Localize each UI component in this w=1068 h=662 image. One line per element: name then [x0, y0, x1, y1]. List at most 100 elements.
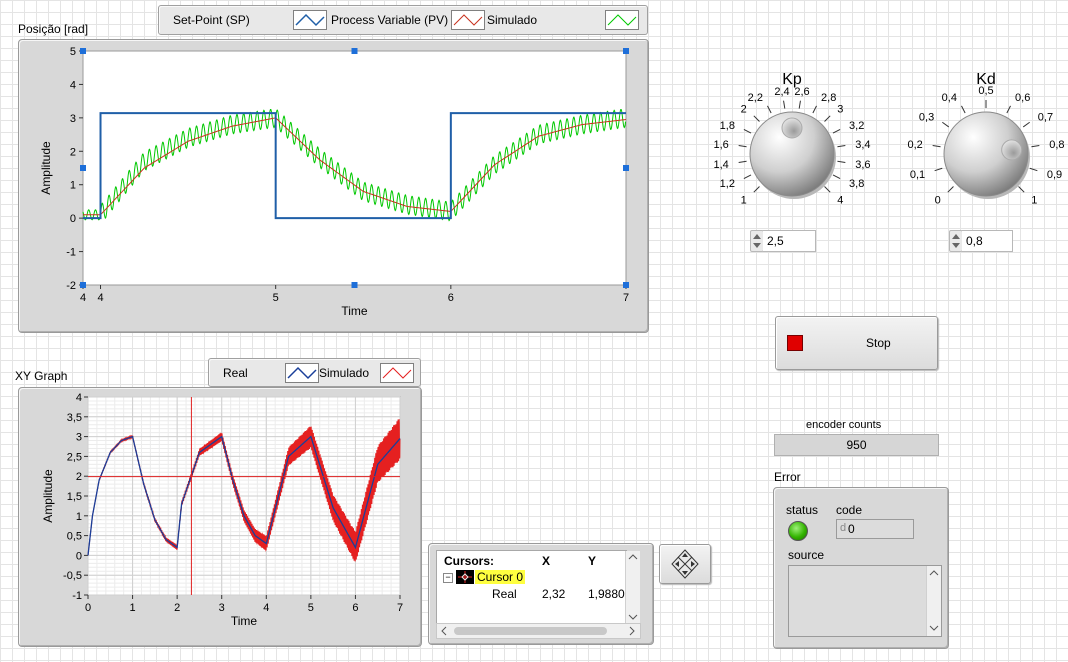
kp-knob-tick [832, 129, 841, 134]
kd-knob-title: Kd [976, 71, 996, 88]
xy-x-tick-label: 2 [174, 602, 180, 614]
kd-knob-tick-label: 0 [935, 194, 941, 206]
error-code-value: 0 [848, 522, 855, 536]
resize-handle-icon [623, 48, 629, 54]
kp-knob-tick [812, 105, 817, 114]
resize-handle-icon [80, 48, 86, 54]
kp-knob-tick-label: 1,6 [713, 139, 728, 151]
legend-simulado-line-icon [382, 367, 412, 379]
legend-real-swatch[interactable] [285, 363, 319, 383]
cursor-y-value[interactable]: 1,98804 [588, 587, 632, 601]
cursor-mover-diamond-icon [671, 549, 699, 579]
xy-y-tick-label: 0 [76, 550, 82, 562]
cursor-0-name[interactable]: Cursor 0 [475, 570, 526, 584]
cursors-col-x: X [542, 554, 551, 568]
expand-collapse-icon[interactable]: − [443, 573, 453, 583]
sp-series-line [83, 112, 626, 220]
cursor-x-value[interactable]: 2,32 [542, 587, 566, 601]
xy-y-tick-label: 1 [76, 511, 82, 523]
legend-simulado-swatch[interactable] [380, 363, 414, 383]
kp-increment-arrows[interactable] [750, 230, 764, 252]
cursor-table[interactable]: Cursors: X Y − Cursor 0 Real 2,32 1,9880… [436, 550, 631, 625]
error-status-label: status [786, 503, 819, 517]
kp-knob-tick-label: 3,8 [849, 178, 864, 190]
encoder-label: encoder counts [806, 419, 882, 431]
xy-y-tick-label: 3,5 [67, 412, 82, 424]
top-y-tick-label: -2 [66, 280, 76, 292]
kp-knob-tick-label: 1,4 [713, 159, 728, 171]
error-code-field: d 0 [836, 519, 914, 539]
sim-series-line [83, 117, 627, 216]
kp-knob-tick [738, 160, 747, 163]
legend-sim-label: Simulado [487, 13, 538, 27]
kd-numeric-input[interactable]: 0,8 [962, 230, 1013, 252]
xy-x-tick-label: 4 [263, 602, 269, 614]
stop-led-icon [787, 335, 803, 351]
legend-sp-swatch[interactable] [293, 10, 327, 30]
cursors-header: Cursors: [444, 554, 495, 568]
kd-knob-tick [942, 121, 950, 128]
kd-knob-body [943, 111, 1029, 197]
resize-handle-icon [623, 282, 629, 288]
xy-graph-legend[interactable]: Real Simulado [208, 358, 421, 387]
source-scrollbar[interactable] [926, 566, 941, 636]
kd-knob-tick-label: 0,2 [907, 139, 922, 151]
spin-arrows-icon [952, 234, 960, 248]
legend-pv-swatch[interactable] [451, 10, 485, 30]
xy-graph-title: XY Graph [15, 369, 68, 383]
kd-knob-pointer-dimple [1001, 139, 1023, 161]
top-graph-legend[interactable]: Set-Point (SP) Process Variable (PV) Sim… [158, 5, 648, 35]
encoder-value: 950 [846, 438, 867, 452]
kd-knob-tick-label: 1 [1031, 194, 1037, 206]
kd-knob-tick [1006, 105, 1011, 114]
top-y-tick-label: 3 [70, 113, 76, 125]
xy-y-axis-label: Amplitude [41, 469, 55, 523]
legend-sp-line-icon [295, 13, 325, 27]
xy-y-tick-label: 3 [76, 432, 82, 444]
resize-handle-icon [80, 282, 86, 288]
xy-x-tick-label: 1 [130, 602, 136, 614]
legend-simulado-label: Simulado [319, 366, 370, 380]
kp-knob-tick [743, 174, 752, 179]
kd-increment-arrows[interactable] [949, 230, 963, 252]
cursor-plot-name: Real [492, 587, 517, 601]
error-source-text[interactable] [788, 565, 942, 637]
cursor-table-vscroll[interactable] [625, 551, 640, 623]
kd-knob-tick-label: 0,1 [910, 169, 925, 181]
kp-knob-tick-label: 1,8 [720, 120, 735, 132]
kp-knob-tick-label: 2,6 [794, 86, 809, 98]
top-y-axis-label: Amplitude [39, 141, 53, 195]
status-led-icon[interactable] [788, 521, 808, 541]
xy-y-tick-label: 4 [76, 392, 82, 404]
kp-knob-pointer-dimple [781, 117, 803, 139]
kp-knob-tick-label: 2,8 [821, 92, 836, 104]
cursor-table-hscroll[interactable] [436, 623, 641, 639]
kd-knob-tick-label: 0,9 [1047, 169, 1062, 181]
top-y-tick-label: 4 [70, 79, 76, 91]
legend-sim-swatch[interactable] [605, 10, 639, 30]
kp-knob-tick-label: 2 [741, 104, 747, 116]
stop-button[interactable]: Stop [775, 316, 938, 370]
kd-knob-tick [1022, 121, 1030, 128]
top-x-tick-label: 6 [448, 292, 454, 304]
resize-handle-icon [351, 48, 358, 54]
top-y-tick-label: -1 [66, 247, 76, 259]
kp-numeric-input[interactable]: 2,5 [763, 230, 816, 252]
kp-knob[interactable]: Kp 1 1,2 1,4 1,6 1,8 22,2 2,4 2,6 2,83 3,2 3,4 3,6 3,… [712, 62, 872, 222]
kd-knob[interactable]: Kd 0 0,1 0,2 0,3 0,4 0,5 0,6 0,7 0,8 0,9 1 [906, 62, 1066, 222]
kp-knob-tick-label: 2,2 [748, 92, 763, 104]
kp-knob-tick [783, 100, 786, 109]
resize-handle-icon [623, 165, 629, 171]
cursor-movement-button[interactable] [659, 544, 711, 584]
kd-knob-tick [1018, 186, 1025, 193]
top-graph-title: Posição [rad] [18, 22, 89, 36]
xy-graph-plot[interactable]: 43,532,521,510,50-0,5-10 1 2 3 4 5 6 7TimeAmpli… [18, 387, 428, 652]
xy-y-tick-label: 1,5 [67, 491, 82, 503]
encoder-value-display: 950 [774, 434, 939, 456]
kd-knob-tick-label: 0,8 [1049, 139, 1064, 151]
legend-real-label: Real [223, 366, 248, 380]
kd-knob-tick [934, 167, 943, 172]
error-title: Error [774, 470, 801, 484]
kd-knob-tick [961, 105, 966, 114]
